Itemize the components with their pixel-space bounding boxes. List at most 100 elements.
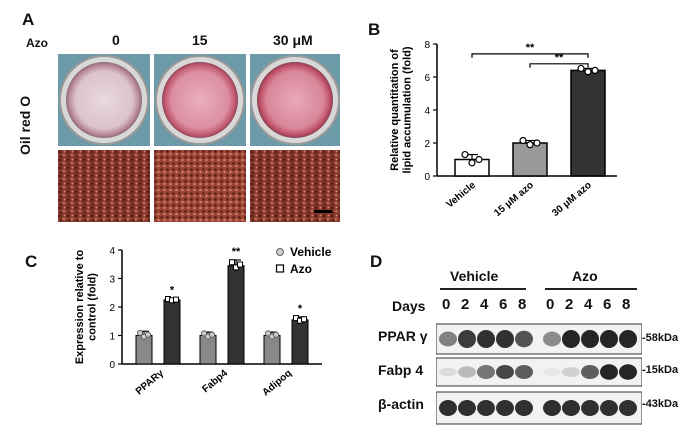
blot-band (458, 366, 476, 378)
kda-actin: -43kDa (642, 398, 679, 410)
day-azo-2: 2 (565, 296, 574, 313)
vehicle-group-line (440, 288, 526, 290)
blot-band (439, 367, 457, 377)
panel-d-letter: D (370, 252, 383, 271)
day-vehicle-0: 0 (442, 296, 451, 313)
significance-bracket (529, 63, 589, 68)
panel-b-letter: B (368, 20, 381, 39)
legend-marker-azo (275, 264, 285, 273)
blot-band (581, 400, 599, 416)
blot-band (515, 365, 533, 379)
blot-band (562, 330, 580, 348)
blot-label-pparg: PPAR γ (378, 328, 428, 344)
y-axis-label-line1: Relative quantitation of (389, 49, 401, 171)
blot-band (619, 364, 637, 380)
blot-band (458, 400, 476, 416)
bar-vehicle-2 (263, 335, 281, 365)
panel-a-letter: A (22, 10, 35, 29)
blot-band (515, 330, 533, 348)
chart-c: 0 1 2 3 4 Expression relative tocontrol (fold… (74, 245, 332, 398)
day-azo-4: 4 (584, 296, 593, 313)
y-axis-label-line1: Expression relative to (74, 250, 86, 365)
kda-pparg: -58kDa (642, 332, 679, 344)
y-tick-label: 3 (109, 275, 115, 286)
x-tick-label: PPARγ (134, 368, 166, 398)
data-point (136, 329, 144, 337)
significance-label: * (298, 303, 303, 315)
day-azo-0: 0 (546, 296, 555, 313)
blot-band (543, 400, 561, 416)
y-tick-label: 1 (109, 332, 115, 343)
blot-band (600, 364, 618, 380)
day-vehicle-4: 4 (480, 296, 489, 313)
data-point (584, 68, 592, 76)
micrograph-0 (58, 150, 150, 222)
y-tick-label: 0 (424, 172, 430, 183)
blot-band (439, 331, 457, 347)
group-label-vehicle: Vehicle (450, 268, 499, 284)
dose-label-15: 15 (192, 32, 208, 48)
y-axis-label: Relative quantitation oflipid accumulati… (389, 46, 414, 173)
blot-band (515, 400, 533, 416)
day-azo-8: 8 (622, 296, 631, 313)
blot-band (458, 330, 476, 348)
scale-bar (314, 210, 332, 213)
blot-band (543, 367, 561, 377)
bar-azo-0 (163, 299, 181, 365)
western-blots (436, 323, 642, 425)
dose-label-30: 30 μM (273, 32, 313, 48)
bar-azo-1 (227, 265, 245, 365)
x-tick-label: Fabp4 (200, 368, 230, 396)
bar-vehicle-1 (199, 335, 217, 365)
y-tick-label: 4 (109, 246, 115, 257)
data-point (591, 66, 599, 75)
data-point (461, 150, 469, 159)
treatment-label: Azo (26, 36, 48, 50)
blot-band (477, 400, 495, 416)
days-row: 0 2 4 6 8 0 2 4 6 8 (440, 296, 640, 316)
blot-band (581, 330, 599, 348)
data-point (144, 331, 152, 338)
panel-a-images (58, 54, 340, 222)
panel-c-letter: C (25, 252, 38, 271)
data-point (519, 136, 527, 145)
well-0 (66, 62, 142, 138)
y-tick-label: 0 (109, 360, 115, 371)
chart-b: 0 2 4 6 8 Relative quantitation oflipid accum… (389, 40, 617, 219)
blot-band (477, 330, 495, 348)
y-axis-label: Expression relative tocontrol (fold) (74, 250, 99, 365)
blot-band (600, 330, 618, 348)
x-tick-label: 15 μM azo (492, 180, 536, 219)
blot-band (619, 330, 637, 348)
well-15 (162, 62, 238, 138)
stain-label: Oil red O (17, 95, 33, 155)
well-30 (257, 62, 333, 138)
blot-band (496, 400, 514, 416)
data-point (533, 139, 541, 147)
blot-band (496, 330, 514, 348)
blot-label-actin: β-actin (378, 396, 424, 412)
y-tick-label: 6 (424, 73, 430, 84)
blot-band (439, 400, 457, 416)
y-tick-label: 2 (424, 139, 430, 150)
significance-label: ** (232, 246, 241, 258)
y-tick-label: 2 (109, 303, 115, 314)
data-point (229, 259, 235, 266)
bar-azo-2 (291, 319, 309, 365)
data-point (577, 64, 585, 73)
data-point (200, 330, 208, 337)
day-azo-6: 6 (603, 296, 612, 313)
y-axis-label-line2: control (fold) (87, 273, 99, 341)
significance-label: ** (555, 52, 564, 64)
micrograph-15 (154, 150, 246, 222)
legend-label-azo: Azo (290, 262, 312, 276)
blot-label-fabp4: Fabp 4 (378, 362, 424, 378)
day-vehicle-8: 8 (518, 296, 527, 313)
day-vehicle-2: 2 (461, 296, 470, 313)
group-label-azo: Azo (572, 268, 598, 284)
dose-label-0: 0 (112, 32, 120, 48)
blot-band (562, 367, 580, 377)
kda-fabp4: -15kDa (642, 364, 679, 376)
blot-band (619, 400, 637, 416)
day-vehicle-6: 6 (499, 296, 508, 313)
